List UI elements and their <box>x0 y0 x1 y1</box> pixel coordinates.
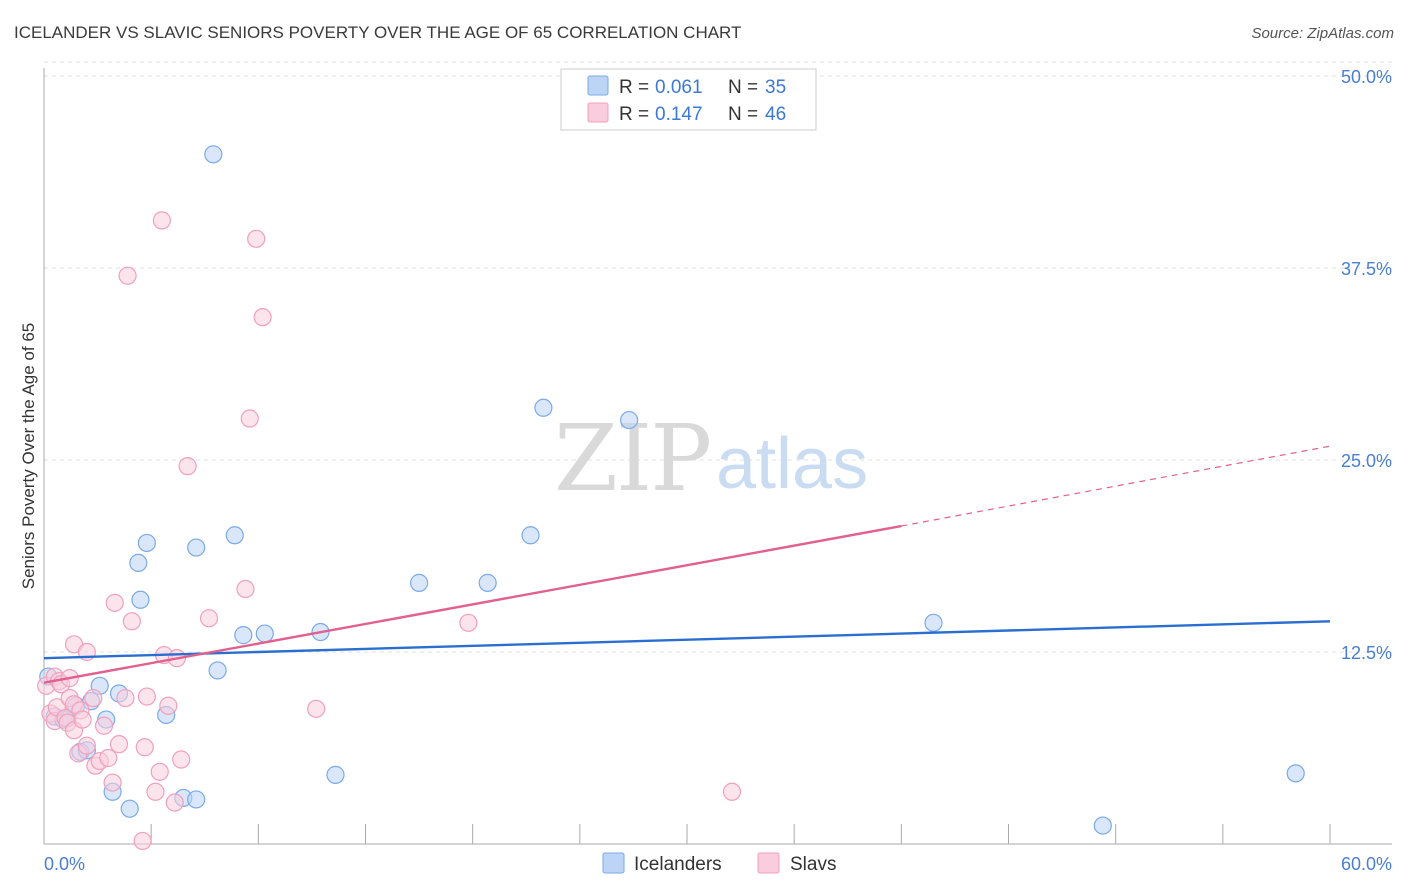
x-axis-ticks <box>43 824 1331 844</box>
slavs-point-22 <box>94 716 114 735</box>
icelanders-point-32 <box>924 613 943 632</box>
icelanders-point-33 <box>1093 816 1112 835</box>
slavs-point-43 <box>236 579 255 599</box>
slavs-point-26 <box>109 735 129 754</box>
icelanders-point-14 <box>131 590 150 609</box>
series-legend-slavs-swatch <box>757 852 780 874</box>
slavs-point-41 <box>178 457 197 476</box>
icelanders-point-30 <box>534 398 553 417</box>
watermark-atlas: atlas <box>716 424 868 504</box>
y-tick-label-0: 12.5% <box>1341 643 1392 663</box>
slavs-point-40 <box>172 750 191 769</box>
slavs-trend-line <box>43 524 902 684</box>
chart-source: Source: ZipAtlas.com <box>1251 25 1394 42</box>
legend-slavs-swatch <box>587 102 609 123</box>
icelanders-point-26 <box>326 765 345 784</box>
icelanders-point-31 <box>620 410 639 430</box>
slavs-point-27 <box>116 688 135 708</box>
series-legend-icelanders-swatch <box>602 852 625 874</box>
legend-icelanders-swatch <box>587 75 609 96</box>
x-tick-label-min: 0.0% <box>44 854 85 874</box>
x-tick-label-max: 60.0% <box>1341 854 1392 874</box>
slavs-point-49 <box>722 782 742 801</box>
stats-legend: R = 0.061 N = 35 R = 0.147 N = 46 <box>560 68 817 131</box>
icelanders-point-28 <box>478 573 497 592</box>
legend-icelanders-n-label: N = <box>728 77 758 98</box>
slavs-point-29 <box>122 612 141 631</box>
y-tick-label-2: 37.5% <box>1341 259 1392 279</box>
slavs-point-44 <box>240 409 259 428</box>
slavs-point-33 <box>146 782 165 801</box>
icelanders-point-22 <box>225 526 244 545</box>
icelanders-point-27 <box>409 573 429 592</box>
icelanders-point-18 <box>187 790 206 809</box>
icelanders-point-34 <box>1286 764 1305 783</box>
slavs-point-46 <box>253 308 272 327</box>
slavs-point-47 <box>307 699 326 718</box>
slavs-point-48 <box>459 613 478 632</box>
slavs-trend-extension <box>901 445 1331 527</box>
slavs-point-34 <box>150 762 169 781</box>
legend-slavs-n-value: 46 <box>765 104 786 125</box>
watermark: ZIP atlas <box>554 405 868 512</box>
slavs-point-38 <box>165 793 184 812</box>
legend-icelanders-r-label: R = <box>619 77 649 98</box>
slavs-point-23 <box>99 748 118 768</box>
y-tick-labels: 12.5% 25.0% 37.5% 50.0% <box>1341 67 1392 663</box>
icelanders-point-19 <box>187 538 206 557</box>
scatter-points <box>37 145 1305 851</box>
y-axis-label: Seniors Poverty Over the Age of 65 <box>19 323 38 589</box>
slavs-point-32 <box>137 687 156 706</box>
series-legend: Icelanders Slavs <box>602 852 836 875</box>
legend-slavs-r-value: 0.147 <box>655 104 703 125</box>
slavs-point-30 <box>133 831 152 851</box>
slavs-point-16 <box>73 710 92 729</box>
series-legend-slavs-label: Slavs <box>790 854 836 875</box>
icelanders-point-23 <box>234 626 253 645</box>
y-tick-label-1: 25.0% <box>1341 451 1392 471</box>
y-tick-label-3: 50.0% <box>1341 67 1392 87</box>
slavs-point-35 <box>152 211 171 230</box>
slavs-point-28 <box>118 266 137 285</box>
trend-lines <box>43 445 1331 684</box>
slavs-point-31 <box>135 738 154 757</box>
legend-slavs-n-label: N = <box>728 104 758 125</box>
slavs-point-24 <box>103 773 122 792</box>
slavs-point-42 <box>199 609 219 628</box>
icelanders-point-20 <box>204 145 223 164</box>
legend-icelanders-n-value: 35 <box>765 77 786 98</box>
icelanders-point-24 <box>255 624 274 643</box>
legend-icelanders-r-value: 0.061 <box>655 77 703 98</box>
gridlines <box>44 61 1392 653</box>
series-legend-icelanders-label: Icelanders <box>634 854 722 875</box>
icelanders-point-12 <box>120 799 139 818</box>
slavs-point-17 <box>77 736 96 755</box>
icelanders-point-13 <box>129 553 148 573</box>
slavs-point-19 <box>84 688 103 708</box>
icelanders-point-15 <box>137 533 156 553</box>
slavs-point-45 <box>247 229 266 248</box>
icelanders-point-21 <box>208 661 227 680</box>
chart-title: ICELANDER VS SLAVIC SENIORS POVERTY OVER… <box>14 23 741 42</box>
legend-slavs-r-label: R = <box>619 104 649 125</box>
slavs-point-37 <box>159 696 178 715</box>
icelanders-point-29 <box>521 526 540 545</box>
icelanders-trend-line <box>43 620 1331 660</box>
slavs-point-25 <box>105 593 124 612</box>
